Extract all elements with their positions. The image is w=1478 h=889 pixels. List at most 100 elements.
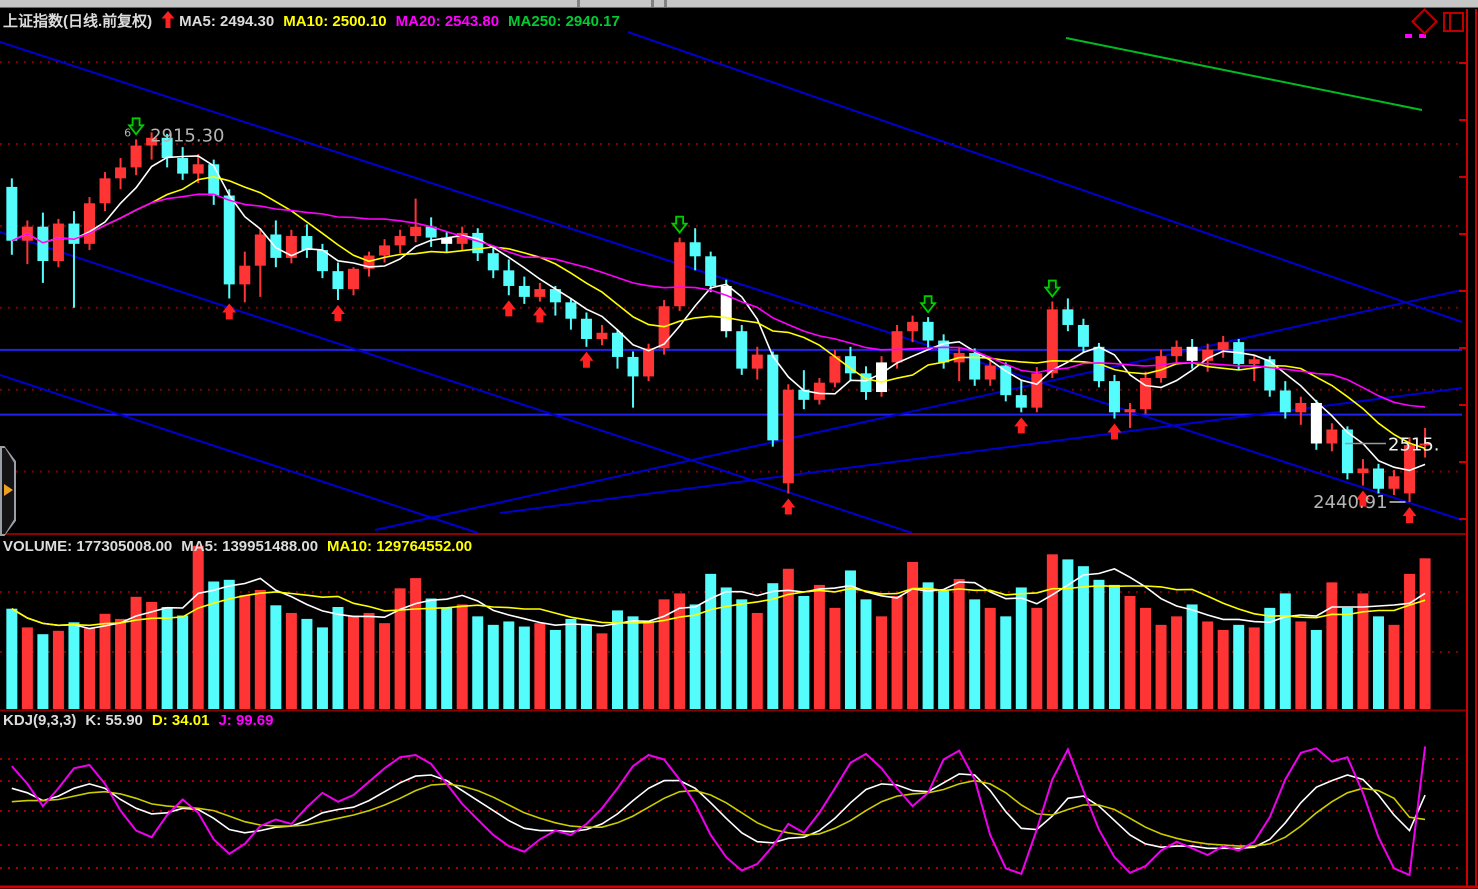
volume-bar[interactable] xyxy=(115,618,127,709)
volume-bar[interactable] xyxy=(1124,595,1136,709)
volume-bar[interactable] xyxy=(363,612,375,709)
volume-bar[interactable] xyxy=(580,624,592,709)
volume-bars[interactable] xyxy=(6,545,1431,710)
candle[interactable] xyxy=(1031,373,1043,408)
candle[interactable] xyxy=(254,234,266,266)
candle[interactable] xyxy=(860,373,872,393)
candle[interactable] xyxy=(782,389,794,484)
candle[interactable] xyxy=(363,255,375,269)
volume-bar[interactable] xyxy=(938,590,950,709)
volume-bar[interactable] xyxy=(68,622,80,709)
candle[interactable] xyxy=(674,242,686,307)
candle[interactable] xyxy=(285,236,297,258)
candle[interactable] xyxy=(1015,395,1027,408)
volume-bar[interactable] xyxy=(627,616,639,709)
candle[interactable] xyxy=(441,237,453,244)
candle[interactable] xyxy=(1046,309,1058,374)
candle[interactable] xyxy=(332,271,344,290)
volume-bar[interactable] xyxy=(907,561,919,709)
volume-bar[interactable] xyxy=(1419,558,1431,709)
candle[interactable] xyxy=(270,234,282,258)
volume-bar[interactable] xyxy=(1000,616,1012,709)
candle[interactable] xyxy=(1155,356,1167,378)
volume-bar[interactable] xyxy=(1202,621,1214,709)
volume-pane[interactable] xyxy=(0,536,1466,709)
volume-bar[interactable] xyxy=(1217,629,1229,709)
volume-bar[interactable] xyxy=(518,626,530,709)
candle[interactable] xyxy=(1326,429,1338,444)
candle[interactable] xyxy=(1077,324,1089,347)
volume-bar[interactable] xyxy=(1326,582,1338,709)
volume-bar[interactable] xyxy=(643,621,655,709)
candle[interactable] xyxy=(425,226,437,238)
diamond-icon[interactable] xyxy=(1411,8,1438,35)
volume-bar[interactable] xyxy=(1140,607,1152,709)
restore-window-icon[interactable] xyxy=(1443,12,1464,32)
volume-bar[interactable] xyxy=(1341,607,1353,709)
candle[interactable] xyxy=(146,137,158,146)
volume-bar[interactable] xyxy=(689,604,701,709)
candle[interactable] xyxy=(83,203,95,244)
volume-bar[interactable] xyxy=(1077,566,1089,709)
volume-bar[interactable] xyxy=(1186,604,1198,709)
candle[interactable] xyxy=(1062,309,1074,325)
candle[interactable] xyxy=(844,356,856,374)
volume-bar[interactable] xyxy=(146,601,158,709)
candle[interactable] xyxy=(922,321,934,341)
volume-bar[interactable] xyxy=(736,599,748,709)
volume-bar[interactable] xyxy=(658,599,670,709)
candle[interactable] xyxy=(1124,409,1136,413)
candle[interactable] xyxy=(472,232,484,254)
volume-bar[interactable] xyxy=(192,545,204,709)
volume-bar[interactable] xyxy=(1155,624,1167,709)
candle[interactable] xyxy=(984,365,996,380)
candle[interactable] xyxy=(798,389,810,400)
candle[interactable] xyxy=(969,353,981,380)
volume-bar[interactable] xyxy=(953,578,965,709)
volume-bar[interactable] xyxy=(1031,607,1043,709)
candle[interactable] xyxy=(891,331,903,363)
volume-bar[interactable] xyxy=(223,579,235,709)
kdj-pane[interactable] xyxy=(0,712,1466,885)
volume-bar[interactable] xyxy=(316,627,328,709)
volume-bar[interactable] xyxy=(425,598,437,710)
candle[interactable] xyxy=(612,332,624,357)
candle[interactable] xyxy=(1000,365,1012,396)
candle[interactable] xyxy=(115,167,127,179)
candle[interactable] xyxy=(130,145,142,168)
volume-bar[interactable] xyxy=(472,616,484,709)
volume-bar[interactable] xyxy=(767,583,779,709)
candle[interactable] xyxy=(1357,468,1369,474)
candle[interactable] xyxy=(736,331,748,369)
candle[interactable] xyxy=(549,289,561,303)
candle[interactable] xyxy=(99,178,111,204)
candle[interactable] xyxy=(1248,359,1260,364)
panel-expand-tab[interactable] xyxy=(0,446,16,536)
volume-bar[interactable] xyxy=(1171,616,1183,709)
volume-bar[interactable] xyxy=(177,615,189,710)
candle[interactable] xyxy=(161,137,173,159)
volume-bar[interactable] xyxy=(394,588,406,709)
candle[interactable] xyxy=(1341,429,1353,474)
candle[interactable] xyxy=(487,253,499,271)
candle[interactable] xyxy=(580,318,592,339)
volume-bar[interactable] xyxy=(270,605,282,709)
candle[interactable] xyxy=(1295,402,1307,413)
volume-bar[interactable] xyxy=(534,623,546,709)
candle[interactable] xyxy=(208,164,220,196)
candle[interactable] xyxy=(813,382,825,400)
volume-bar[interactable] xyxy=(674,593,686,709)
candle[interactable] xyxy=(1388,476,1400,489)
volume-bar[interactable] xyxy=(922,582,934,709)
candle[interactable] xyxy=(1419,443,1431,446)
candle[interactable] xyxy=(1108,381,1120,413)
volume-bar[interactable] xyxy=(876,616,888,709)
volume-bar[interactable] xyxy=(596,633,608,709)
candle[interactable] xyxy=(177,158,189,174)
volume-bar[interactable] xyxy=(1248,627,1260,709)
volume-bar[interactable] xyxy=(332,607,344,709)
candle[interactable] xyxy=(394,236,406,246)
candle[interactable] xyxy=(907,321,919,332)
volume-bar[interactable] xyxy=(720,587,732,709)
volume-bar[interactable] xyxy=(99,613,111,709)
